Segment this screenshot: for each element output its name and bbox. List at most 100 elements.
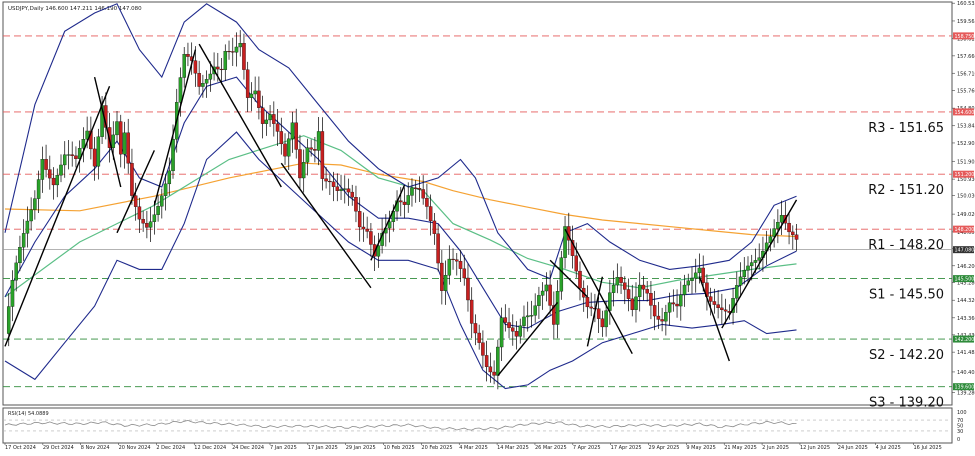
rsi-tick-label: 0 [957,437,960,443]
trendline [93,76,122,188]
x-tick-label: 17 Oct 2024 [5,445,36,451]
candle-bear [402,201,407,205]
y-tick-label: 139.280 [957,391,975,397]
level-label-s2: S2 - 142.20 [869,348,944,363]
level-price-tag [953,383,974,391]
candle-bear [484,355,489,367]
trendline [4,86,111,347]
candle-bear [219,68,224,71]
candle-bear [118,121,123,155]
candle-bull [443,275,448,291]
y-tick-label: 149.020 [957,212,975,218]
candle-bear [791,231,795,235]
candle-bull [496,346,500,376]
y-tick-label: 160.535 [957,1,975,7]
candle-bear [656,315,661,320]
candle-bull [268,114,272,121]
level-price-tag-text: 139.600 [955,385,975,391]
candle-bear [652,305,657,317]
candle-bear [216,66,220,70]
candle-bull [525,315,530,318]
trendline [497,301,559,377]
y-tick-label: 155.760 [957,89,975,95]
candle-bear [641,284,646,290]
y-tick-label: 151.905 [957,159,975,165]
candle-bull [163,183,168,196]
candle-bull [529,315,534,317]
x-tick-label: 12 Jun 2025 [800,445,830,451]
candle-bear [712,301,717,305]
current-price-tag [953,246,974,254]
candle-bull [779,215,784,223]
y-tick-label: 153.845 [957,124,975,130]
candle-bear [645,289,649,294]
candle-bull [18,247,22,264]
candle-bull [14,262,18,281]
candle-bull [406,195,410,205]
x-tick-label: 4 Jul 2025 [876,445,901,451]
candle-bear [462,268,466,279]
candle-bear [660,319,664,322]
candle-bear [630,298,635,310]
candle-bear [365,228,369,232]
level-price-tag-text: 151.200 [955,172,975,178]
trendline [280,162,372,289]
candle-bull [544,284,549,292]
candle-bull [518,325,522,337]
candle-bear [283,143,287,157]
candle-bull [59,164,63,176]
candle-bear [186,54,190,57]
candle-bear [335,186,340,191]
rsi-panel-frame [2,407,953,444]
candle-bear [260,107,265,124]
level-label-r1: R1 - 148.20 [868,238,944,253]
y-tick-label: 156.710 [957,71,975,77]
candle-bull [686,280,691,286]
level-price-tag [953,108,974,116]
x-tick-label: 14 Mar 2025 [497,445,529,451]
candle-bear [787,222,791,233]
candle-bear [51,177,56,186]
candle-bear [133,195,138,207]
candle-bear [399,200,403,203]
candle-bull [339,189,343,191]
candle-bear [346,188,351,193]
candle-bull [387,221,392,229]
candle-bull [679,294,683,307]
candle-bear [473,323,478,334]
candle-bear [600,318,605,328]
candle-bear [357,211,362,228]
candle-bear [578,270,582,289]
candle-bear [130,163,134,196]
x-tick-label: 29 Oct 2024 [43,445,74,451]
candle-bull [742,270,747,278]
candle-bear [137,206,142,220]
candle-bear [488,366,493,373]
y-tick-label: 143.360 [957,316,975,322]
candle-bull [753,260,758,263]
trendline [153,49,197,206]
candle-bull [182,54,186,78]
candle-bear [514,331,519,337]
x-tick-label: 10 Feb 2025 [384,445,415,451]
y-tick-label: 158.610 [957,36,975,42]
candle-bear [74,155,78,159]
candle-bull [85,130,89,140]
candle-bull [563,226,567,258]
candle-bear [197,73,201,87]
candle-bull [122,132,127,155]
candle-bear [369,231,373,245]
candle-bear [675,303,679,307]
candle-bear [320,131,325,179]
y-tick-label: 140.405 [957,370,975,376]
candle-bear [492,371,496,376]
candle-bull [537,295,541,306]
candle-bull [10,280,15,307]
candle-bear [257,90,261,108]
candle-bull [152,214,157,222]
x-tick-label: 17 Jan 2025 [308,445,338,451]
y-tick-label: 150.030 [957,194,975,200]
candle-bull [36,179,41,199]
candle-bear [552,305,556,325]
